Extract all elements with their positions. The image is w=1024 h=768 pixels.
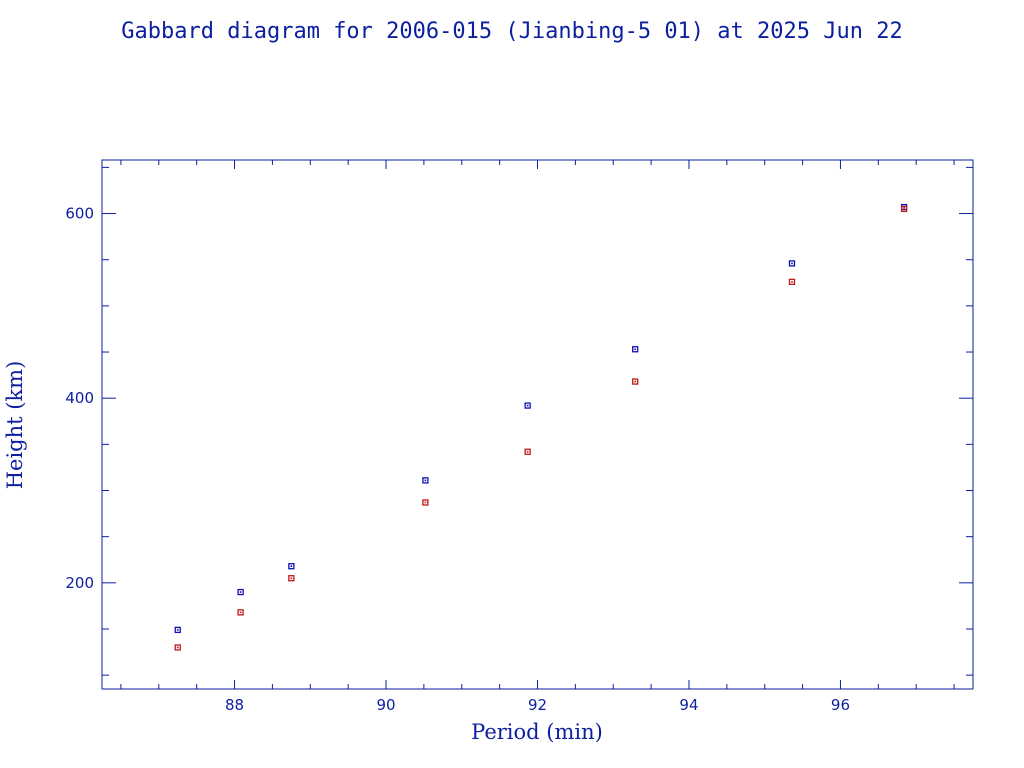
y-axis-label: Height (km)	[3, 361, 27, 490]
data-point	[422, 477, 429, 484]
data-point	[524, 402, 531, 409]
tick-labels: 88 90 92 94 96 200 400 600	[65, 205, 850, 714]
data-point	[288, 563, 295, 570]
data-point	[900, 205, 908, 213]
y-tick-label: 200	[65, 574, 94, 592]
x-tick-label: 92	[528, 696, 547, 714]
data-point	[524, 448, 531, 455]
data-point	[237, 588, 244, 596]
x-axis-label: Period (min)	[471, 720, 603, 744]
data-point	[632, 346, 639, 353]
x-tick-label: 94	[679, 696, 698, 714]
data-point	[632, 378, 639, 385]
data-point	[788, 260, 796, 267]
x-tick-label: 88	[225, 696, 244, 714]
y-tick-label: 600	[65, 205, 94, 223]
data-point	[174, 626, 181, 634]
x-tick-label: 96	[831, 696, 850, 714]
plot-frame	[101, 159, 974, 690]
data-point	[174, 644, 181, 651]
y-tick-label: 400	[65, 389, 94, 407]
chart-title: Gabbard diagram for 2006-015 (Jianbing-5…	[121, 19, 902, 44]
data-point	[237, 609, 244, 616]
data-point	[788, 278, 796, 286]
data-point	[422, 499, 429, 506]
data-points	[174, 203, 908, 651]
axis-ticks	[102, 160, 973, 689]
x-tick-label: 90	[376, 696, 395, 714]
data-point	[288, 575, 295, 582]
